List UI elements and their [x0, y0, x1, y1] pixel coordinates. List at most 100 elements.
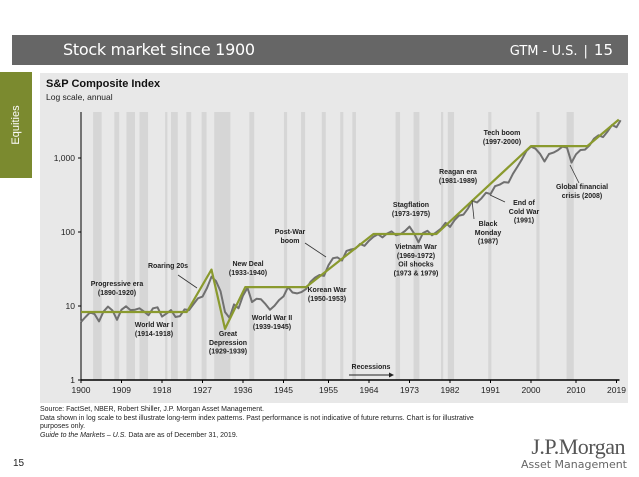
annotation-text: Vietnam War [395, 244, 437, 251]
guide-title: Guide to the Markets – U.S. [40, 431, 127, 439]
recession-band [201, 112, 207, 380]
annotation-text: End of [513, 200, 535, 207]
annotation-text: (1950-1953) [308, 296, 346, 303]
annotation-text: Korean War [307, 287, 346, 294]
annotation-leader [489, 194, 506, 203]
recession-band [441, 112, 444, 380]
annotation-text: Depression [209, 340, 247, 347]
deck-label: GTM - U.S. | 15 [510, 41, 613, 59]
x-tick-label: 1936 [234, 385, 253, 395]
annotation-text: World War II [252, 315, 293, 322]
y-tick-label: 100 [61, 227, 75, 237]
recession-band [301, 112, 306, 380]
recession-band [447, 112, 455, 380]
recession-band [488, 112, 492, 380]
x-tick-label: 1982 [441, 385, 460, 395]
recession-band [171, 112, 178, 380]
annotation-text: World War I [135, 322, 174, 329]
chart-panel [40, 73, 628, 403]
x-tick-label: 2010 [567, 385, 586, 395]
recession-band [139, 112, 149, 380]
annotation-text: (1991) [514, 218, 534, 225]
recession-band [321, 112, 326, 380]
sp-composite-line [80, 119, 622, 323]
x-tick-label: 1964 [360, 385, 379, 395]
annotation-text: (1890-1920) [98, 290, 136, 297]
recession-band [340, 112, 344, 380]
header-page-number: 15 [593, 41, 613, 59]
x-tick-label: 1918 [153, 385, 172, 395]
annotation-text: (1929-1939) [209, 349, 247, 356]
trend-line [81, 118, 620, 330]
annotation-text: Great [219, 331, 238, 338]
annotation-text: (1981-1989) [439, 178, 477, 185]
page-number: 15 [13, 458, 25, 469]
y-tick-label: 1,000 [54, 153, 76, 163]
annotation-text: (1973 & 1979) [394, 270, 439, 277]
x-tick-label: 1945 [274, 385, 293, 395]
source-note: Source: FactSet, NBER, Robert Shiller, J… [40, 406, 264, 413]
annotation-text: Global financial [556, 184, 608, 191]
annotation-text: crisis (2008) [562, 193, 602, 200]
annotation-text: (1939-1945) [253, 324, 291, 331]
x-tick-label: 1991 [481, 385, 500, 395]
disclaimer-note: Data shown in log scale to best illustra… [40, 414, 474, 431]
annotation-text: (1914-1918) [135, 331, 173, 338]
recession-band [114, 112, 120, 380]
annotation-text: Oil shocks [398, 262, 434, 269]
header-bar [12, 35, 628, 65]
annotation-text: Monday [475, 230, 502, 237]
x-tick-label: 1955 [319, 385, 338, 395]
annotation-leader [569, 164, 580, 184]
annotation-text: Tech boom [484, 130, 521, 137]
logo-subtitle: Asset Management [520, 458, 627, 471]
recession-band [566, 112, 574, 380]
annotation-text: Progressive era [91, 281, 144, 288]
x-tick-label: 1909 [112, 385, 131, 395]
recessions-label: Recessions [352, 364, 391, 371]
recession-band [413, 112, 420, 380]
recession-band [186, 112, 192, 380]
annotation-text: Reagan era [439, 169, 477, 176]
x-tick-label: 1900 [72, 385, 91, 395]
page-title: Stock market since 1900 [63, 40, 255, 59]
annotation-text: Black [479, 221, 498, 228]
annotation-text: Post-War [275, 229, 306, 236]
annotation-text: (1987) [478, 239, 498, 246]
annotation-text: (1969-1972) [397, 253, 435, 260]
recession-band [395, 112, 401, 380]
recession-band [283, 112, 288, 380]
annotation-text: Roaring 20s [148, 263, 188, 270]
footnotes: Source: FactSet, NBER, Robert Shiller, J… [40, 406, 480, 440]
recession-band [126, 112, 135, 380]
chart-subtitle: Log scale, annual [46, 92, 113, 102]
recession-band [93, 112, 102, 380]
recession-band [249, 112, 255, 380]
side-tab-equities: Equities [0, 72, 32, 178]
chart-title: S&P Composite Index [46, 78, 161, 90]
annotation-leader [177, 274, 198, 289]
y-tick-label: 1 [70, 375, 75, 385]
recessions-arrowhead [389, 372, 394, 378]
annotation-text: (1973-1975) [392, 211, 430, 218]
deck-separator: | [583, 44, 588, 59]
x-tick-label: 1973 [400, 385, 419, 395]
recession-band [352, 112, 356, 380]
deck-name: GTM - U.S. [509, 44, 578, 59]
annotation-text: Cold War [509, 209, 540, 216]
annotation-text: boom [280, 238, 299, 245]
annotation-text: New Deal [232, 261, 263, 268]
annotation-text: (1997-2000) [483, 139, 521, 146]
asof-date: Data are as of December 31, 2019. [126, 431, 238, 439]
x-tick-label: 1927 [193, 385, 212, 395]
x-tick-label: 2000 [522, 385, 541, 395]
annotation-text: Stagflation [393, 202, 429, 209]
annotation-text: (1933-1940) [229, 270, 267, 277]
annotation-leader [304, 242, 327, 258]
y-tick-label: 10 [66, 301, 76, 311]
recession-band [536, 112, 540, 380]
recession-band [165, 112, 168, 380]
asof-note: Guide to the Markets – U.S. Data are as … [40, 432, 480, 441]
jpmorgan-logo: J.P.Morgan [531, 434, 625, 459]
